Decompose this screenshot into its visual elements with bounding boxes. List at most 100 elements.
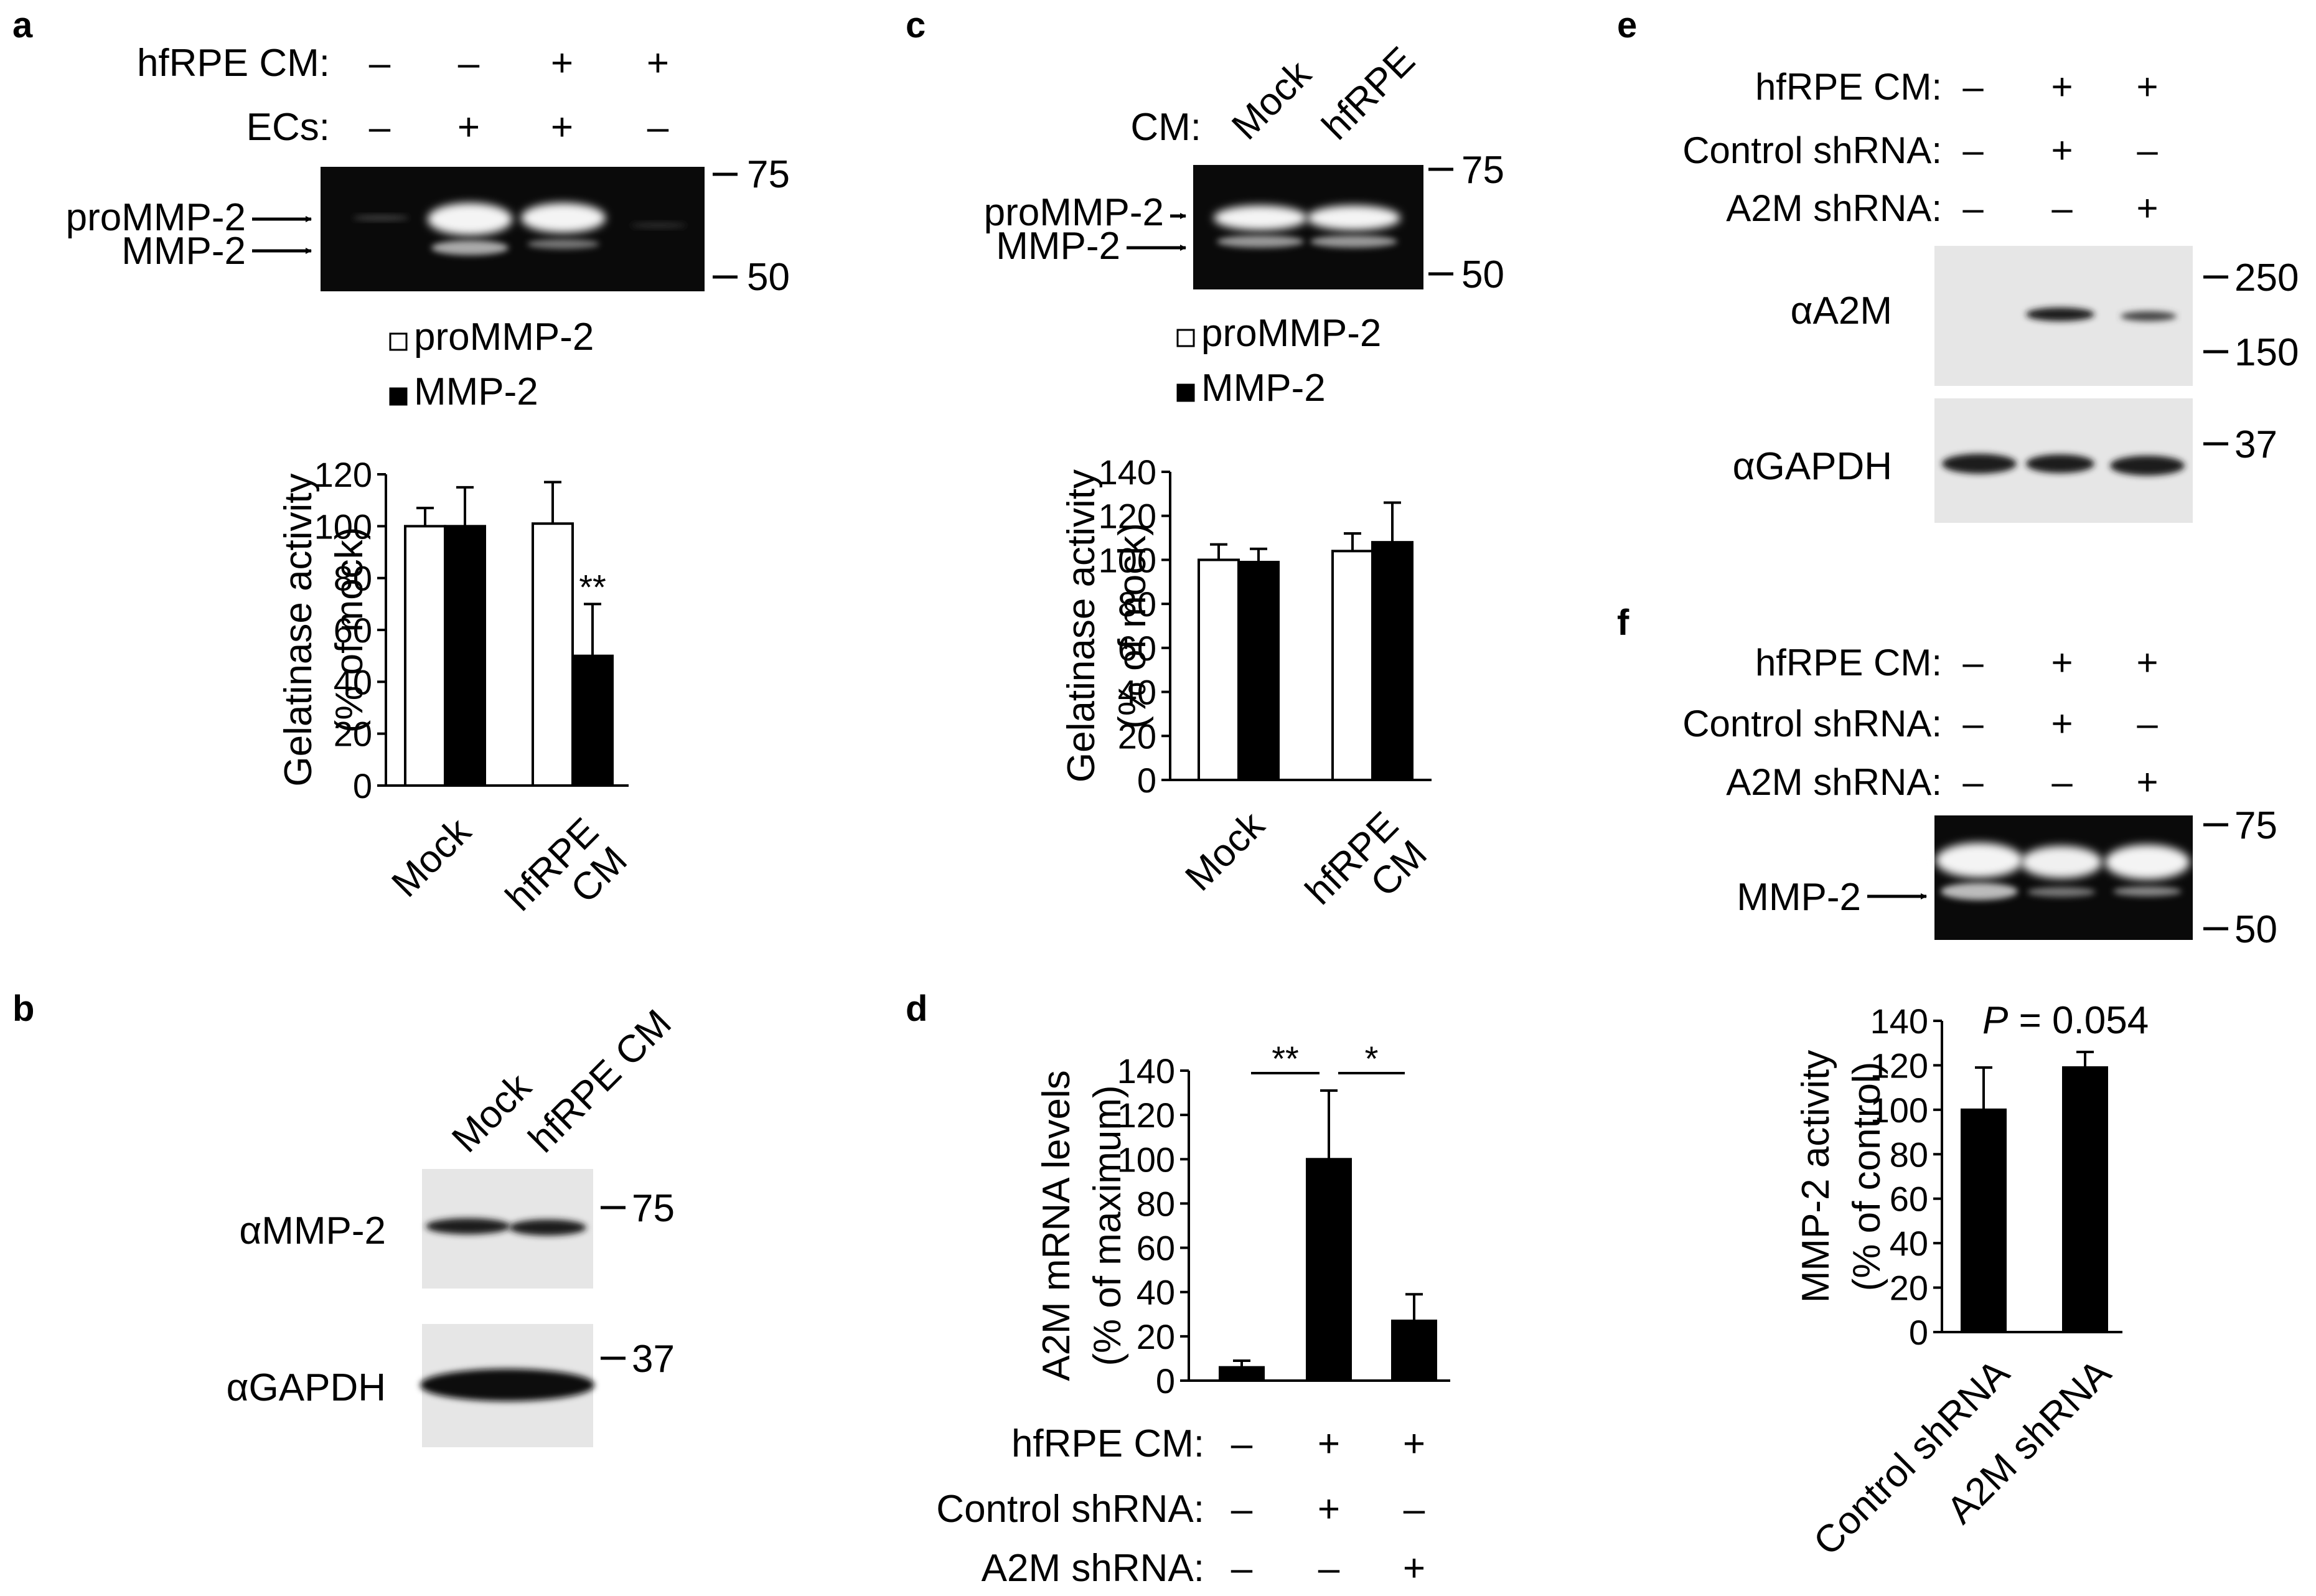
panel-d-ytick-label: 140	[1117, 1051, 1175, 1091]
panel-c-legend-label: MMP-2	[1201, 367, 1326, 410]
panel-c-band-label-promo: proMMP-2	[984, 191, 1164, 234]
panel-f-band-lane1-active	[1941, 883, 2018, 900]
panel-c-ytick-label: 0	[1137, 761, 1156, 800]
panel-c-lane-hfrpe: hfRPE	[1314, 39, 1423, 148]
panel-d-ylabel-line: A2M mRNA levels	[1035, 1070, 1078, 1381]
panel-c-band-lane2-pro	[1307, 205, 1400, 230]
panel-a-marker-75: 75	[747, 153, 790, 196]
panel-f-ytick-label: 60	[1890, 1180, 1928, 1219]
panel-b-blot2-label: αGAPDH	[227, 1366, 386, 1409]
panel-e-blot1-band-lane3	[2121, 311, 2177, 321]
panel-a-legend-swatch	[389, 332, 408, 351]
panel-e-r0-lane2: +	[2051, 66, 2073, 108]
panel-a-letter: a	[12, 5, 33, 45]
panel-c-legend-swatch	[1176, 329, 1195, 347]
panel-f-row1-label: hfRPE CM:	[1755, 642, 1942, 683]
panel-c-ytick-label: 60	[1118, 629, 1156, 668]
panel-b-marker-37: 37	[632, 1338, 675, 1381]
panel-d-ytick-label: 100	[1117, 1140, 1175, 1179]
panel-a-row-values: – – + + – + + –	[369, 42, 669, 149]
panel-f-r2-lane2: –	[2051, 761, 2073, 803]
panel-c-band-lane2-active	[1310, 235, 1397, 248]
panel-e-marker-150: 150	[2234, 331, 2299, 374]
panel-b-marker-75: 75	[632, 1187, 675, 1230]
panel-a-r0-lane1: –	[369, 42, 391, 85]
panel-a-band-lane4	[631, 223, 687, 228]
panel-a-legend-label: proMMP-2	[414, 316, 594, 359]
panel-c-ytick-label: 80	[1118, 584, 1156, 624]
panel-e-r2-lane3: +	[2136, 187, 2158, 229]
panel-c-bar	[1331, 550, 1374, 781]
panel-e-r0-lane3: +	[2136, 66, 2158, 108]
panel-c-ylabel-line: Gelatinase activity	[1060, 469, 1103, 782]
panel-d-row3-label: A2M shRNA:	[982, 1547, 1204, 1590]
panel-f-band-lane1-pro	[1936, 843, 2023, 878]
panel-f-row3-label: A2M shRNA:	[1726, 761, 1942, 803]
panel-a-r1-lane1: –	[369, 106, 391, 149]
panel-f-p-symbol: P	[1982, 999, 2008, 1042]
panel-c-band-lane1-pro	[1214, 205, 1307, 230]
panel-d-r2-lane3: +	[1403, 1547, 1425, 1590]
panel-c-band-label-active: MMP-2	[996, 225, 1120, 268]
panel-f-ytick-label: 0	[1909, 1313, 1928, 1352]
panel-d-r2-lane2: –	[1318, 1547, 1340, 1590]
panel-a-band-label-promo: proMMP-2	[66, 196, 246, 239]
panel-d-chart: 0 20 40 60 80 100 120 140 A2M mRNA levels (% of m…	[1035, 1039, 1450, 1401]
panel-a-ytick-label: 80	[334, 559, 372, 598]
panel-a-ytick-label: 20	[334, 715, 372, 754]
panel-c-ytick-label: 140	[1099, 453, 1156, 492]
panel-a-ytick-label: 0	[353, 766, 372, 805]
panel-c-ytick-label: 20	[1118, 716, 1156, 756]
panel-c-ytick-label: 120	[1099, 497, 1156, 536]
panel-e-row-values: – + + – + – – – +	[1962, 66, 2158, 229]
panel-e: e hfRPE CM: Control shRNA: A2M shRNA: – …	[1617, 5, 2299, 523]
panel-e-r2-lane1: –	[1962, 187, 1984, 229]
panel-f-bar	[1961, 1108, 2007, 1334]
panel-c-category-label: Mock	[1177, 803, 1273, 899]
panel-f-r1-lane2: +	[2051, 703, 2073, 744]
panel-c-legend-swatch	[1176, 383, 1195, 402]
panel-a-row-ecs-label: ECs:	[246, 106, 330, 149]
panel-f-ytick-label: 80	[1890, 1135, 1928, 1174]
panel-c-lane-mock: Mock	[1224, 52, 1320, 148]
panel-f: f hfRPE CM: Control shRNA: A2M shRNA: – …	[1617, 603, 2277, 1564]
panel-d-r0-lane3: +	[1403, 1422, 1425, 1465]
panel-a-legend-label: MMP-2	[414, 370, 538, 413]
panel-f-r1-lane3: –	[2137, 703, 2158, 744]
panel-e-r1-lane2: +	[2051, 129, 2073, 171]
panel-c-cm-label: CM:	[1130, 106, 1201, 149]
panel-b-blot1-band-lane1	[426, 1218, 510, 1234]
panel-d-ytick-label: 0	[1156, 1361, 1175, 1401]
panel-a-ytick-label: 100	[314, 507, 372, 546]
panel-f-r2-lane1: –	[1962, 761, 1984, 803]
panel-d-ytick-label: 40	[1137, 1273, 1175, 1312]
panel-f-ytick-label: 120	[1870, 1046, 1928, 1085]
panel-f-ytick-label: 20	[1890, 1269, 1928, 1308]
panel-a-bar	[404, 525, 446, 787]
panel-f-band-lane2-pro	[2021, 846, 2102, 878]
panel-a-band-lane2-active	[431, 240, 509, 255]
panel-f-ylabel-line: (% of control)	[1845, 1062, 1888, 1292]
panel-d: d 0 20 40 60 80 100 120 140 A2M mRNA levels (% of…	[906, 988, 1450, 1590]
panel-f-row2-label: Control shRNA:	[1682, 703, 1942, 744]
panel-a-band-lane2-pro	[428, 203, 512, 235]
panel-a-legend-swatch	[389, 387, 408, 406]
panel-a-ytick-label: 60	[334, 611, 372, 650]
panel-e-row2-label: Control shRNA:	[1682, 129, 1942, 171]
panel-f-gel	[1934, 815, 2193, 940]
panel-f-band-lane3-active	[2113, 886, 2182, 896]
panel-a-bar	[444, 525, 486, 787]
panel-f-marker-50: 50	[2234, 908, 2277, 951]
panel-e-row1-label: hfRPE CM:	[1755, 66, 1942, 108]
panel-a-band-lane3-active	[527, 239, 599, 249]
panel-d-r1-lane1: –	[1231, 1488, 1253, 1531]
panel-d-r1-lane2: +	[1318, 1488, 1340, 1531]
panel-a-gel	[321, 167, 705, 291]
panel-f-p-number: = 0.054	[2008, 999, 2149, 1042]
panel-e-blot2-band-lane1	[1942, 454, 2017, 474]
panel-f-ytick-label: 140	[1870, 1002, 1928, 1041]
panel-c-ylabel-line: (% of mock)	[1111, 523, 1154, 729]
panel-e-r0-lane1: –	[1962, 66, 1984, 108]
panel-a-r0-lane3: +	[551, 42, 573, 85]
